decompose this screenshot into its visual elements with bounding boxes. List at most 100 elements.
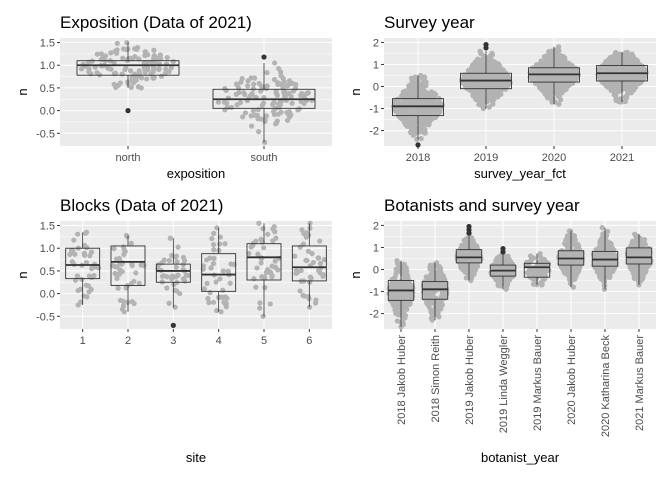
survey-data-point (412, 130, 419, 136)
blocks-y-tick-label: 0.5 (40, 266, 55, 278)
exposition-data-point (270, 101, 276, 108)
survey-data-point (556, 47, 562, 54)
blocks-data-point (129, 298, 135, 305)
blocks-data-point (180, 262, 186, 268)
blocks-data-point (77, 286, 84, 292)
blocks-data-point (169, 273, 175, 279)
survey-data-point (439, 101, 445, 107)
blocks-data-point (292, 253, 298, 259)
exposition-data-point (168, 65, 174, 71)
survey-data-point (569, 80, 575, 86)
botanists-data-point (536, 271, 542, 277)
botanists-data-point (595, 250, 601, 256)
botanists-data-point (406, 299, 412, 305)
botanists-data-point (465, 248, 472, 254)
blocks-data-point (317, 260, 324, 266)
survey-data-point (399, 93, 405, 99)
survey-data-point (605, 61, 611, 67)
exposition-data-point (151, 47, 157, 53)
blocks-data-point (71, 237, 77, 243)
survey-data-point (554, 58, 560, 64)
exposition-data-point (124, 39, 130, 46)
panel-survey-year: Survey year survey_year_fct n 2 1 0 -1 -2 201… (348, 13, 656, 181)
survey-data-point (621, 74, 627, 81)
exposition-data-point (224, 104, 231, 111)
exposition-outlier-point (125, 108, 131, 114)
blocks-x-tick-label: 1 (80, 335, 86, 347)
botanists-y-tick-label: 1 (373, 242, 379, 254)
blocks-data-point (133, 270, 139, 276)
exposition-y-tick-label: -0.5 (36, 128, 55, 140)
exposition-data-point (284, 117, 291, 123)
blocks-data-point (208, 265, 214, 271)
botanists-data-point (571, 233, 578, 239)
survey-data-point (544, 94, 551, 100)
exposition-data-point (293, 81, 299, 88)
survey-data-point (421, 130, 427, 136)
botanists-x-tick-label: 2021 Markus Bauer (634, 335, 646, 431)
blocks-data-point (253, 238, 259, 244)
exposition-y-tick-label: 1.0 (40, 60, 55, 72)
blocks-data-point (218, 309, 224, 315)
survey-data-point (464, 75, 470, 81)
botanists-data-point (631, 266, 637, 272)
botanists-data-point (403, 265, 409, 271)
survey-data-point (556, 44, 562, 50)
blocks-data-point (220, 287, 226, 293)
botanists-data-point (438, 273, 444, 279)
exposition-data-point (262, 118, 268, 124)
blocks-x-tick-label: 3 (170, 335, 176, 347)
survey-data-point (487, 74, 493, 80)
survey-data-point (428, 97, 434, 103)
survey-data-point (624, 49, 631, 55)
botanists-data-point (528, 257, 534, 264)
exposition-data-point (119, 71, 125, 77)
botanists-data-point (601, 272, 607, 278)
blocks-plot-area (60, 221, 332, 329)
exposition-data-point (276, 104, 282, 111)
survey-data-point (547, 82, 554, 89)
blocks-data-point (299, 227, 305, 233)
survey-y-tick-label: -1 (369, 104, 379, 116)
survey-data-point (634, 58, 641, 65)
survey-x-tick-label: 2018 (406, 152, 430, 164)
blocks-y-tick-label: -0.5 (36, 311, 55, 323)
exposition-data-point (156, 66, 162, 73)
blocks-data-point (220, 268, 226, 274)
blocks-data-point (259, 274, 265, 280)
survey-data-point (613, 57, 619, 63)
survey-y-tick-label: 0 (373, 81, 379, 93)
blocks-data-point (121, 309, 127, 315)
exposition-data-point (273, 120, 279, 126)
survey-data-point (562, 81, 568, 87)
survey-data-point (563, 76, 569, 82)
survey-data-point (629, 87, 635, 93)
blocks-data-point (267, 301, 273, 307)
survey-data-point (542, 76, 548, 82)
botanists-data-point (601, 267, 608, 273)
survey-data-point (422, 99, 428, 105)
botanists-data-point (575, 243, 582, 249)
survey-data-point (549, 99, 555, 105)
botanists-x-tick-label: 2019 Markus Bauer (532, 335, 544, 431)
survey-data-point (538, 86, 544, 92)
survey-data-point (490, 101, 496, 107)
survey-data-point (418, 72, 424, 79)
blocks-data-point (262, 285, 268, 291)
blocks-data-point (172, 304, 178, 310)
survey-data-point (484, 56, 490, 63)
exposition-data-point (249, 91, 255, 97)
survey-data-point (499, 72, 506, 78)
exposition-data-point (273, 88, 279, 95)
survey-data-point (538, 76, 544, 83)
exposition-data-point (215, 99, 221, 105)
blocks-data-point (303, 234, 309, 240)
exposition-data-point (108, 50, 114, 56)
survey-data-point (538, 58, 544, 64)
blocks-data-point (254, 265, 260, 271)
survey-data-point (413, 112, 419, 118)
survey-data-point (490, 88, 496, 94)
blocks-data-point (307, 220, 313, 226)
blocks-data-point (304, 230, 310, 236)
